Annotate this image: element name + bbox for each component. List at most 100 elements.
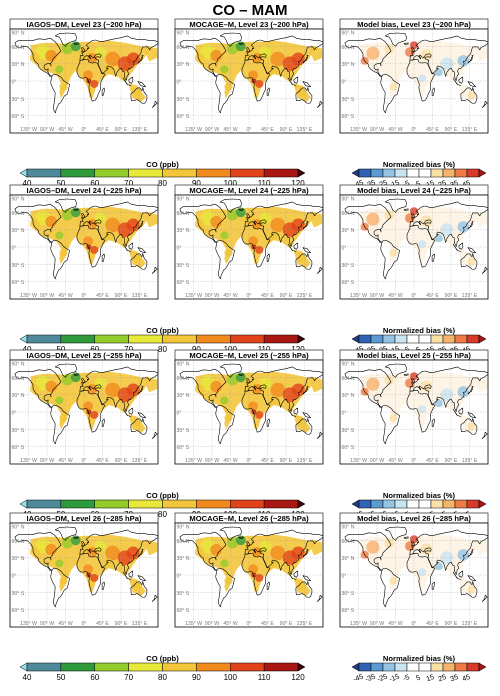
colorbar-tick-label: 80 (158, 179, 167, 188)
colorbar-tick-label: 110 (258, 179, 271, 188)
data-blob (133, 254, 142, 263)
coastline (344, 368, 392, 408)
lat-label: 30° S (177, 428, 190, 434)
map-content (10, 360, 158, 464)
colorbar-tick-label: 5 (415, 179, 422, 189)
lon-label: 90° E (115, 127, 128, 133)
colorbar-segment (60, 499, 96, 509)
coastline (238, 42, 244, 45)
colorbar-segment (128, 662, 163, 672)
data-blob (291, 218, 305, 232)
data-blob (248, 70, 258, 81)
panel-title: IAGOS–DM, Level 25 (~255 hPa) (26, 351, 141, 360)
colorbar-segment (263, 334, 299, 344)
lat-label: 60° S (342, 280, 355, 286)
data-coverage (145, 539, 158, 556)
lon-label: 135° W (20, 127, 37, 133)
colorbar-tick-label: 25 (437, 344, 448, 355)
colorbar-segment (406, 499, 420, 509)
colorbar-tick-label: 5 (415, 345, 422, 355)
data-coverage (360, 206, 480, 265)
colorbar-segment (60, 662, 96, 672)
colorbar-extend-max (478, 499, 487, 509)
data-blob (434, 399, 443, 408)
colorbar-segment (26, 499, 62, 509)
data-blob (252, 53, 263, 63)
data-blob (243, 213, 255, 225)
coastline (122, 571, 132, 580)
coastline (137, 221, 144, 230)
map-frame (9, 359, 159, 465)
colorbar-segment (454, 334, 468, 344)
panel-title: MOCAGE–M, Level 23 (~200 hPa) (189, 20, 309, 29)
coastline (137, 386, 144, 395)
coastline (431, 418, 435, 427)
colorbar-segment (370, 334, 384, 344)
colorbar-segment (382, 499, 396, 509)
coastline (54, 526, 77, 541)
coastline (54, 32, 77, 47)
lon-label: 45° W (223, 127, 237, 133)
lon-label: 90° E (280, 293, 293, 299)
coastline (431, 253, 435, 262)
coastline (137, 247, 146, 254)
lat-label: 0° (177, 246, 182, 252)
coastline (460, 253, 478, 270)
data-blob (103, 230, 114, 241)
data-blob (440, 551, 454, 565)
colorbar-segment (94, 499, 129, 509)
colorbar-segment (230, 662, 265, 672)
colorbar-segment (162, 334, 197, 344)
colorbar-segment (358, 334, 372, 344)
lon-label: 135° E (462, 127, 478, 133)
map-frame (9, 194, 159, 300)
colorbar-segment (454, 662, 468, 672)
map-frame (9, 522, 159, 628)
colorbar-segment (196, 499, 231, 509)
data-blob (90, 79, 99, 88)
lat-label: 90° N (12, 525, 25, 531)
lat-label: 0° (342, 574, 347, 580)
lon-label: 135° W (350, 293, 367, 299)
lon-label: 90° W (40, 621, 54, 627)
data-blob (83, 401, 93, 412)
map-frame (174, 359, 324, 465)
panel-title: Model bias, Level 23 (~200 hPa) (357, 20, 471, 29)
coastline (384, 363, 407, 378)
colorbar-extend-max (478, 168, 487, 178)
colorbar-tick-label: 80 (158, 345, 167, 354)
lon-label: 135° W (350, 458, 367, 464)
co-colorbar: CO (ppb) 40 50 60 70 80 90 100 110 120 (19, 654, 306, 682)
panel-title: MOCAGE–M, Level 24 (~225 hPa) (189, 186, 309, 195)
lat-label: 60° S (12, 114, 25, 120)
colorbar-label: Normalized bias (%) (383, 326, 456, 335)
coastline (411, 47, 416, 53)
coastline (151, 100, 158, 108)
data-blob (126, 383, 140, 397)
coastline (295, 418, 313, 435)
coastline (241, 225, 271, 268)
colorbar-tick-label: 45 (461, 344, 472, 355)
colorbar-segment (128, 499, 163, 509)
data-blob (440, 57, 454, 71)
map-frame (174, 28, 324, 134)
coastline (238, 373, 244, 376)
colorbar-tick-label: 80 (158, 510, 167, 519)
colorbar-segment (162, 168, 197, 178)
data-blob (243, 47, 255, 59)
coastline (411, 213, 416, 219)
lon-label: 135° W (185, 621, 202, 627)
data-blob (126, 52, 140, 66)
data-coverage (475, 211, 488, 228)
coastline (76, 59, 106, 102)
colorbar-segment (418, 499, 432, 509)
data-blob (389, 576, 398, 585)
data-blob (194, 547, 205, 557)
lon-label: 45° E (261, 458, 274, 464)
data-blob (434, 562, 443, 571)
coastline (219, 363, 242, 378)
map-frame (339, 522, 489, 628)
coastline (467, 55, 474, 64)
lon-label: 45° E (426, 127, 439, 133)
data-coverage (310, 45, 323, 62)
